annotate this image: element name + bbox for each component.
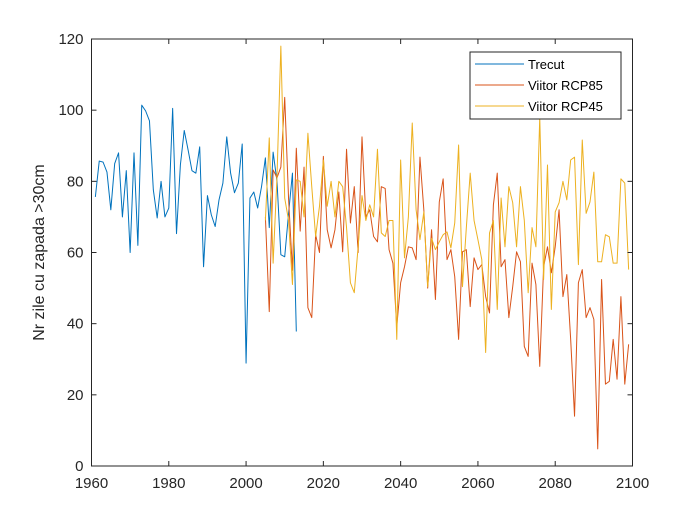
x-tick-label: 1960 [75, 475, 108, 492]
series-line-trecut [94, 104, 297, 364]
legend[interactable]: Trecut Viitor RCP85 Viitor RCP45 [469, 51, 622, 120]
x-tick-label: 2100 [616, 475, 649, 492]
x-tick-label: 2080 [539, 475, 572, 492]
y-tick-label: 80 [67, 173, 84, 190]
ticks-layer: 1960 1980 2000 2020 2040 2060 2080 210002040608… [58, 31, 649, 492]
y-tick-label: 40 [67, 316, 84, 333]
y-tick-label: 20 [67, 387, 84, 404]
series-layer [94, 45, 630, 450]
legend-entry-label: Trecut [528, 57, 565, 72]
x-tick-label: 2000 [229, 475, 262, 492]
y-tick-label: 120 [58, 31, 83, 48]
y-tick-label: 60 [67, 245, 84, 262]
x-tick-label: 2020 [307, 475, 340, 492]
series-line-viitor-rcp45 [264, 45, 630, 353]
series-line-viitor-rcp85 [264, 96, 630, 450]
legend-entry-label: Viitor RCP85 [528, 78, 603, 93]
x-tick-label: 2040 [384, 475, 417, 492]
legend-entry-label: Viitor RCP45 [528, 99, 603, 114]
x-tick-label: 2060 [461, 475, 494, 492]
y-tick-label: 0 [75, 458, 83, 475]
y-tick-label: 100 [58, 102, 83, 119]
y-axis-label: Nr zile cu zapada >30cm [31, 164, 48, 341]
x-tick-label: 1980 [152, 475, 185, 492]
